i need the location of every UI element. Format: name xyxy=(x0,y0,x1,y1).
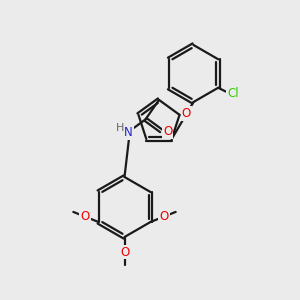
Text: O: O xyxy=(159,210,169,223)
Text: Cl: Cl xyxy=(227,87,239,100)
Text: O: O xyxy=(163,125,172,138)
Text: O: O xyxy=(80,210,90,223)
Text: H: H xyxy=(116,123,124,134)
Text: N: N xyxy=(124,126,133,139)
Text: O: O xyxy=(120,245,129,259)
Text: O: O xyxy=(182,107,191,120)
